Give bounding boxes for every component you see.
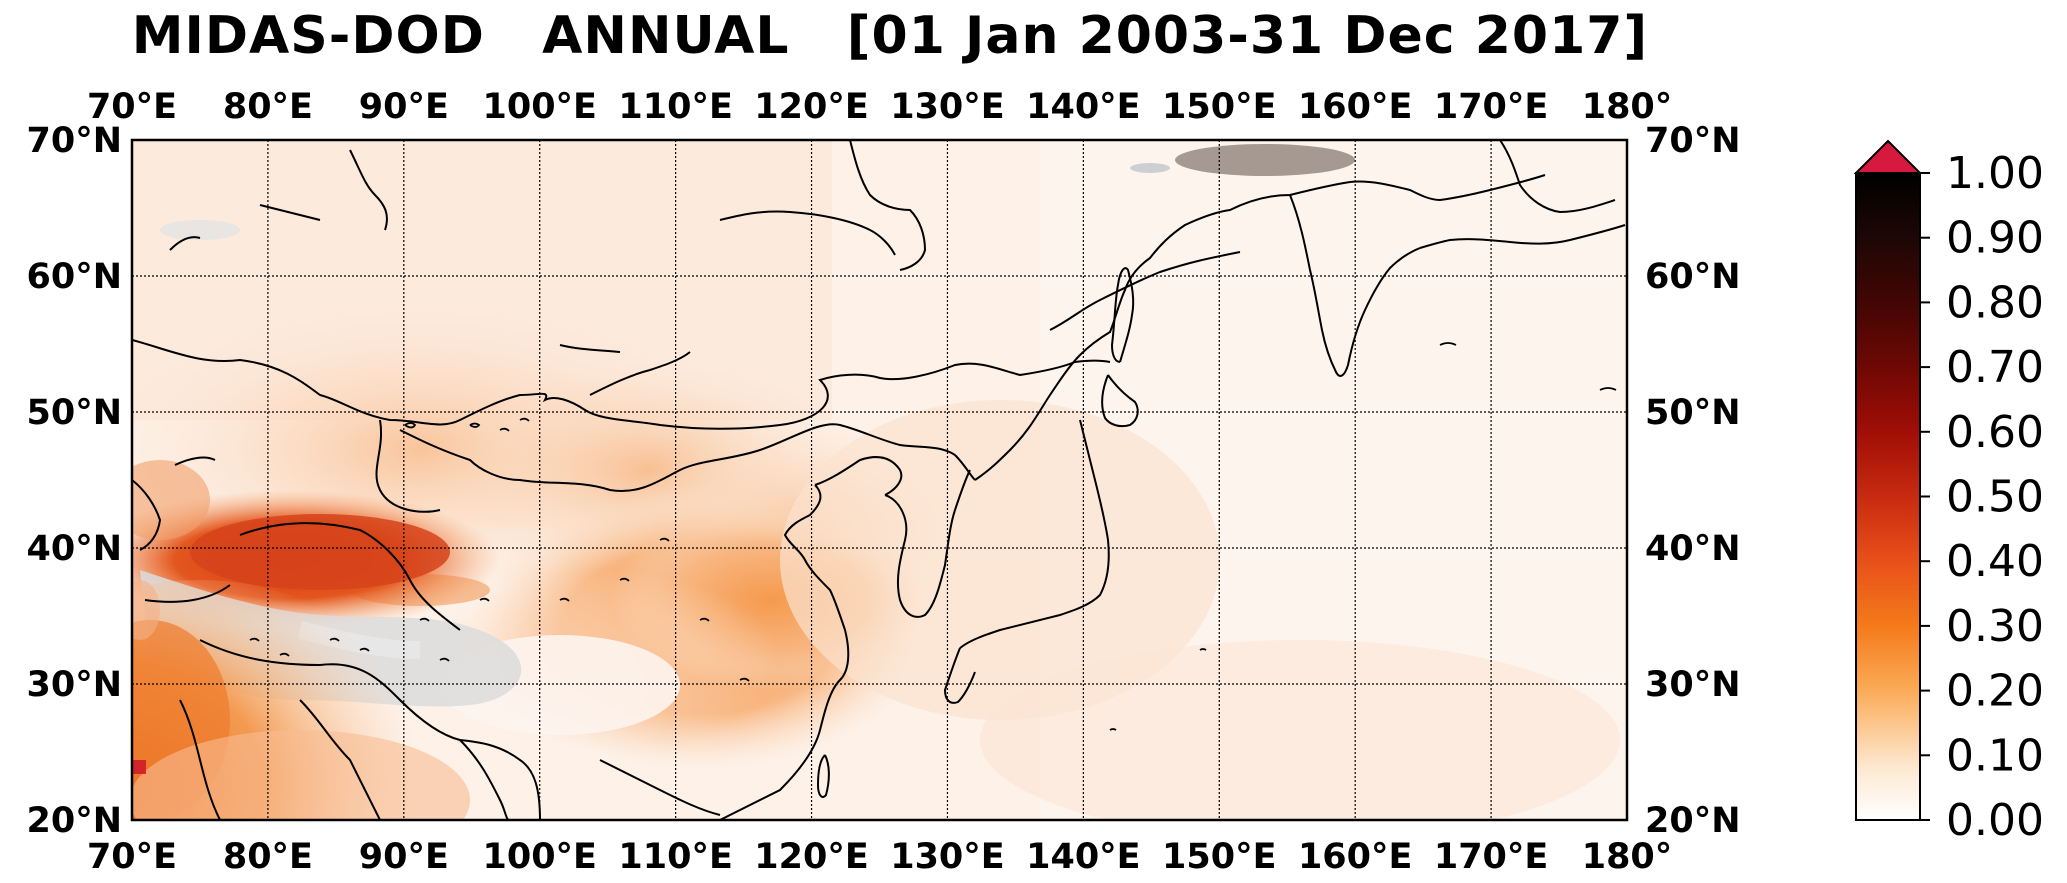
colorbar-tick-label: 0.30 xyxy=(1946,601,2044,652)
lon-tick-label-bottom: 150°E xyxy=(1162,837,1276,877)
colorbar-tick-label: 0.80 xyxy=(1946,277,2044,328)
colorbar-gradient xyxy=(1855,172,1921,821)
lon-tick-label-top: 170°E xyxy=(1434,87,1548,127)
dod-field xyxy=(132,140,1627,820)
lon-tick-label-top: 160°E xyxy=(1298,87,1412,127)
lat-tick-label-left: 60°N xyxy=(27,257,123,297)
lon-tick-labels-top: 70°E 80°E 90°E 100°E 110°E 120°E 130°E 140°E 150… xyxy=(87,87,1672,127)
colorbar-tick-label: 0.00 xyxy=(1946,795,2044,846)
lon-tick-label-top: 100°E xyxy=(482,87,596,127)
lakes xyxy=(249,342,1617,731)
lon-tick-label-bottom: 130°E xyxy=(890,837,1004,877)
lon-tick-label-top: 140°E xyxy=(1026,87,1140,127)
colorbar-tick-label: 1.00 xyxy=(1946,148,2044,199)
gridlines xyxy=(132,140,1627,820)
colorbar-tick-label: 0.60 xyxy=(1946,407,2044,458)
lon-tick-label-top: 80°E xyxy=(223,87,313,127)
coastlines xyxy=(132,140,1626,820)
lat-tick-label-right: 50°N xyxy=(1645,393,1741,433)
lon-tick-label-top: 150°E xyxy=(1162,87,1276,127)
lon-tick-label-top: 130°E xyxy=(890,87,1004,127)
colorbar-tick-label: 0.20 xyxy=(1946,666,2044,717)
lat-tick-labels-right: 20°N 30°N 40°N 50°N 60°N 70°N xyxy=(1645,121,1741,841)
lon-tick-label-bottom: 170°E xyxy=(1434,837,1548,877)
colorbar: 0.00 0.10 0.20 0.30 0.40 0.50 0.60 0.70 0.80 0.90… xyxy=(1853,139,2044,846)
colorbar-tick-label: 0.70 xyxy=(1946,342,2044,393)
lon-tick-labels-bottom: 70°E 80°E 90°E 100°E 110°E 120°E 130°E 140°E 150… xyxy=(87,837,1672,877)
map-title: MIDAS-DOD ANNUAL [01 Jan 2003-31 Dec 201… xyxy=(131,6,1649,66)
colorbar-tick-label: 0.90 xyxy=(1946,213,2044,264)
lon-tick-label-bottom: 90°E xyxy=(359,837,449,877)
colorbar-tick-label: 0.50 xyxy=(1946,472,2044,523)
colorbar-ticks: 0.00 0.10 0.20 0.30 0.40 0.50 0.60 0.70 0.80 0.90… xyxy=(1920,148,2044,846)
lat-tick-label-left: 20°N xyxy=(27,801,123,841)
lon-tick-label-top: 110°E xyxy=(618,87,732,127)
colorbar-tick-label: 0.40 xyxy=(1946,536,2044,587)
lon-tick-label-bottom: 80°E xyxy=(223,837,313,877)
lat-tick-label-right: 60°N xyxy=(1645,257,1741,297)
lon-tick-label-bottom: 110°E xyxy=(618,837,732,877)
lat-tick-label-right: 20°N xyxy=(1645,801,1741,841)
lat-tick-label-right: 30°N xyxy=(1645,665,1741,705)
lon-tick-label-top: 70°E xyxy=(87,87,177,127)
lat-tick-label-right: 40°N xyxy=(1645,529,1741,569)
lat-tick-labels-left: 20°N 30°N 40°N 50°N 60°N 70°N xyxy=(27,121,123,841)
map-frame xyxy=(130,138,1629,822)
lon-tick-label-top: 180° xyxy=(1582,87,1673,127)
lon-tick-label-bottom: 100°E xyxy=(482,837,596,877)
lon-tick-label-bottom: 140°E xyxy=(1026,837,1140,877)
lat-tick-label-left: 50°N xyxy=(27,393,123,433)
colorbar-tick-label: 0.10 xyxy=(1946,730,2044,781)
colorbar-extend-triangle xyxy=(1853,139,1923,174)
lon-tick-label-bottom: 120°E xyxy=(754,837,868,877)
lat-tick-label-right: 70°N xyxy=(1645,121,1741,161)
lon-tick-label-top: 90°E xyxy=(359,87,449,127)
lat-tick-label-left: 70°N xyxy=(27,121,123,161)
lat-tick-label-left: 30°N xyxy=(27,665,123,705)
lon-tick-label-top: 120°E xyxy=(754,87,868,127)
lat-tick-label-left: 40°N xyxy=(27,529,123,569)
lon-tick-label-bottom: 160°E xyxy=(1298,837,1412,877)
lon-tick-label-bottom: 70°E xyxy=(87,837,177,877)
lon-tick-label-bottom: 180° xyxy=(1582,837,1673,877)
